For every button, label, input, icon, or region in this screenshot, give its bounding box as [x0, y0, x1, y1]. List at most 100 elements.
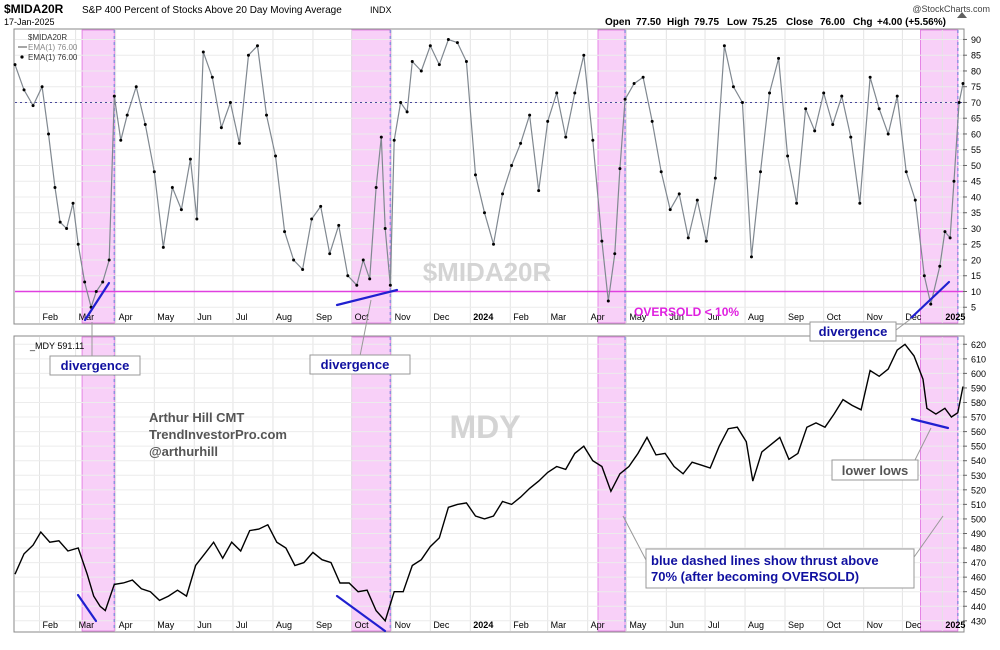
breadth-point-13: [94, 289, 98, 293]
breadth-point-114: [938, 264, 942, 268]
breadth-point-31: [237, 141, 241, 145]
legend-symbol: $MIDA20R: [28, 33, 67, 42]
y-tick-label-3: 15: [971, 271, 981, 281]
x-tick-label-23: Dec: [905, 620, 922, 630]
x-tick-label-24: 2025: [945, 620, 965, 630]
y-tick-label-14: 70: [971, 98, 981, 108]
y-tick-label-18: 600: [971, 369, 986, 379]
x-tick-label-11: Dec: [433, 620, 450, 630]
breadth-point-20: [143, 123, 147, 127]
y-tick-label-1: 5: [971, 303, 976, 313]
breadth-point-5: [47, 132, 51, 136]
chart-symbol: $MIDA20R: [4, 2, 64, 16]
y-tick-label-4: 20: [971, 255, 981, 265]
breadth-point-91: [731, 85, 735, 89]
y-tick-label-1: 430: [971, 616, 986, 626]
x-tick-label-19: Aug: [748, 620, 764, 630]
stockcharts-watermark: @StockCharts.com: [912, 4, 990, 14]
scroll-up-icon[interactable]: [957, 12, 967, 18]
y-tick-label-9: 510: [971, 500, 986, 510]
y-tick-label-2: 10: [971, 287, 981, 297]
thrust-lines-top: [113, 30, 959, 323]
breadth-point-32: [246, 53, 250, 57]
ohlc-close-label: Close: [786, 17, 814, 28]
x-tick-label-22: Nov: [867, 312, 884, 322]
breadth-point-41: [328, 252, 332, 256]
breadth-point-93: [749, 255, 753, 259]
breadth-point-35: [274, 154, 278, 158]
breadth-point-6: [53, 186, 57, 190]
callout-box-1: [49, 355, 141, 376]
breadth-point-15: [107, 258, 111, 262]
breadth-point-1: [13, 63, 17, 67]
x-tick-label-8: Sep: [316, 620, 332, 630]
breadth-point-58: [446, 37, 450, 41]
breadth-point-99: [804, 107, 808, 111]
y-tick-label-8: 500: [971, 514, 986, 524]
breadth-point-57: [437, 63, 441, 67]
x-tick-label-4: May: [157, 620, 175, 630]
oversold-zones-top: [81, 29, 959, 324]
breadth-point-2: [22, 88, 26, 92]
price-series: [14, 343, 964, 623]
x-tick-label-7: Aug: [276, 620, 292, 630]
callout-thrust-note: blue dashed lines show thrust above 70% …: [622, 515, 944, 589]
breadth-point-104: [849, 135, 853, 139]
y-tick-label-19: 610: [971, 354, 986, 364]
y-tick-label-11: 55: [971, 145, 981, 155]
price-x-axis: Feb Mar Apr May Jun Jul Aug Sep Oct Nov Dec 2024 Feb…: [43, 620, 966, 630]
breadth-point-51: [392, 138, 396, 142]
divergence-line-top-3: [909, 280, 951, 320]
breadth-point-42: [337, 223, 341, 227]
breadth-point-9: [71, 201, 75, 205]
callout-text-thrust-line1: blue dashed lines show thrust above: [651, 553, 879, 568]
thrust-lines-bottom: [113, 337, 959, 631]
breadth-point-8: [65, 226, 69, 230]
legend-ema-1: EMA(1) 76.00: [28, 43, 78, 52]
breadth-point-70: [555, 91, 559, 95]
breadth-point-10: [76, 242, 80, 246]
y-tick-label-13: 65: [971, 114, 981, 124]
x-tick-label-5: Jun: [197, 620, 212, 630]
price-gridlines: [15, 337, 963, 631]
x-tick-label-21: Oct: [827, 312, 842, 322]
breadth-point-26: [195, 217, 199, 221]
x-tick-label-13: Feb: [513, 312, 529, 322]
y-tick-label-9: 45: [971, 177, 981, 187]
breadth-point-89: [713, 176, 717, 180]
breadth-point-115: [943, 230, 947, 234]
y-tick-label-15: 570: [971, 413, 986, 423]
y-tick-label-20: 620: [971, 340, 986, 350]
breadth-point-33: [255, 44, 259, 48]
breadth-point-117: [952, 179, 956, 183]
ohlc-high-label: High: [667, 17, 689, 28]
breadth-point-118: [957, 100, 961, 104]
callout-pointer-2: [359, 299, 372, 357]
breadth-point-55: [419, 69, 423, 73]
breadth-point-17: [119, 138, 123, 142]
breadth-panel-frame: [13, 28, 965, 325]
oversold-zone-1: [81, 336, 115, 632]
y-tick-label-7: 490: [971, 529, 986, 539]
breadth-point-65: [510, 163, 514, 167]
author-block: Arthur Hill CMT TrendInvestorPro.com @ar…: [149, 410, 287, 459]
author-site: TrendInvestorPro.com: [149, 427, 287, 442]
y-tick-label-3: 450: [971, 587, 986, 597]
x-tick-label-17: Jun: [669, 312, 684, 322]
callout-text-2: divergence: [321, 357, 390, 372]
oversold-zone-2: [351, 336, 391, 632]
divergence-line-bottom-3: [910, 417, 950, 430]
breadth-point-94: [759, 170, 763, 174]
ohlc-open-label: Open: [605, 17, 631, 28]
y-tick-label-10: 520: [971, 485, 986, 495]
divergence-line-bottom-1: [76, 593, 98, 623]
legend-swatch-dots: [20, 55, 24, 59]
x-tick-label-19: Aug: [748, 312, 764, 322]
x-tick-label-18: Jul: [708, 620, 720, 630]
breadth-point-87: [695, 198, 699, 202]
x-tick-label-14: Mar: [551, 620, 567, 630]
breadth-point-79: [623, 97, 627, 101]
breadth-point-34: [265, 113, 269, 117]
y-tick-label-15: 75: [971, 82, 981, 92]
